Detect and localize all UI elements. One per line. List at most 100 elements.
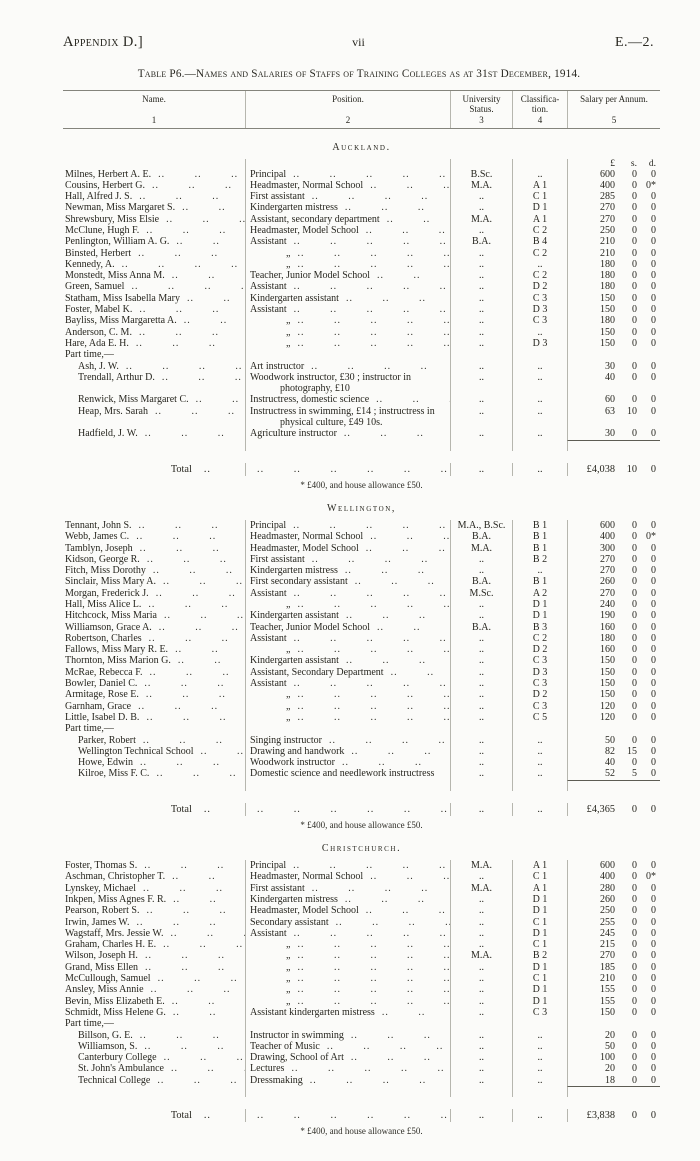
university-status: M.A. — [450, 542, 512, 554]
salary-shillings: 0 — [632, 734, 637, 746]
salary-shillings: 0 — [632, 565, 637, 577]
salary-pounds: 600 — [600, 860, 615, 872]
university-status — [450, 1018, 512, 1030]
position-cell: .. .. .. .. .. .. .. .. .. .. .. .. .. .… — [245, 462, 450, 476]
classification: A 1 — [512, 213, 567, 225]
table-row: McRae, Rebecca F... .. .. .. .. .. .. ..… — [63, 666, 660, 679]
staff-name: Foster, Thomas S. — [65, 860, 138, 872]
salary-pounds: 300 — [600, 542, 615, 554]
name-cell: Shrewsbury, Miss Elsie .. .. .. .. .. .. … — [63, 214, 245, 225]
salary-pence: 0 — [651, 973, 656, 985]
table-row: Kidson, George R... .. .. .. .. .. .. ..… — [63, 553, 660, 566]
name-cell: Irwin, James W. .. .. .. .. .. .. .. .. .… — [63, 917, 245, 928]
total-row: Total .. .. .. .. .. .. .. .. .. .. .. .… — [63, 462, 660, 476]
dot-leader: .. .. .. .. .. .. .. .. .. .. .. .. .. .… — [390, 666, 450, 678]
salary-shillings: 0 — [632, 678, 637, 690]
salary-pence: 0 — [651, 168, 656, 180]
salary-pounds: 63 — [605, 405, 615, 417]
name-cell: Heap, Mrs. Sarah .. .. .. .. .. .. .. .. … — [63, 406, 245, 429]
salary-pounds: 400 — [600, 179, 615, 191]
staff-name: Hadfield, J. W. — [78, 428, 138, 440]
dot-leader: .. .. .. .. .. .. .. .. .. .. .. .. .. .… — [291, 1063, 450, 1075]
salary-pence: 0 — [651, 304, 656, 316]
salary-pence: 0 — [651, 666, 656, 678]
dot-leader: .. .. .. .. .. .. .. .. .. .. .. .. .. .… — [297, 995, 450, 1007]
table-row: Monstedt, Miss Anna M... .. .. .. .. .. … — [63, 270, 660, 282]
dot-leader: .. .. .. .. .. .. .. .. .. .. .. .. .. .… — [376, 621, 450, 633]
column-header-salary: Salary per Annum. 5 — [567, 91, 660, 128]
salary-pence: 0 — [650, 804, 656, 816]
staff-name: Billson, G. E. — [78, 1029, 133, 1041]
university-status: .. — [450, 326, 512, 338]
dot-leader: .. .. .. .. .. .. .. .. .. .. .. .. .. .… — [146, 224, 245, 236]
salary-shillings: 0 — [632, 519, 637, 531]
salary-pounds: 60 — [605, 394, 615, 406]
position-cell: Principal .. .. .. .. .. .. .. .. .. .. .… — [245, 860, 450, 872]
staff-name: Wilson, Joseph H. — [65, 950, 138, 962]
position-cell: „ .. .. .. .. .. .. .. .. .. .. .. .. .. … — [245, 337, 450, 350]
salary-shillings: 0 — [632, 168, 637, 180]
salary-shillings — [615, 1087, 637, 1097]
salary-shillings — [615, 781, 637, 791]
classification: D 1 — [512, 961, 567, 974]
university-status: .. — [450, 905, 512, 917]
salary-pence: 0 — [651, 224, 656, 236]
staff-position: Assistant — [250, 587, 287, 599]
dot-leader: .. .. .. .. .. .. .. .. .. .. .. .. .. .… — [297, 689, 450, 701]
staff-name: Trendall, Arthur D. — [78, 371, 155, 383]
university-status: .. — [450, 655, 512, 667]
table-row: Hadfield, J. W... .. .. .. .. .. .. .. .… — [63, 428, 660, 440]
college-section: Christchurch. Foster, Thomas S... .. .. … — [63, 843, 660, 1136]
dot-leader: .. .. .. .. .. .. .. .. .. .. .. .. .. .… — [344, 565, 450, 577]
salary-pence: 0 — [651, 621, 656, 633]
staff-position: First assistant — [250, 553, 305, 565]
staff-name: Kilroe, Miss F. C. — [78, 768, 150, 780]
column-number: 1 — [151, 115, 157, 125]
university-status — [450, 1085, 512, 1098]
staff-name: Canterbury College — [78, 1052, 157, 1064]
table-row: Ansley, Miss Annie.. .. .. .. .. .. .. .… — [63, 984, 660, 996]
salary-pounds — [568, 441, 615, 451]
staff-name: Heap, Mrs. Sarah — [78, 405, 148, 417]
dot-leader: .. .. .. .. .. .. .. .. .. .. .. .. .. .… — [297, 258, 450, 270]
staff-position: Assistant, Secondary Department — [250, 666, 384, 678]
classification: B 1 — [512, 542, 567, 554]
classification: .. — [512, 768, 567, 780]
dot-leader: .. .. .. .. .. .. .. .. .. .. .. .. .. .… — [311, 360, 450, 372]
staff-position: Headmaster, Model School — [250, 542, 359, 554]
table-row: Cousins, Herbert G. .. .. .. .. .. .. .. … — [63, 179, 660, 192]
staff-position: Principal — [250, 860, 287, 872]
salary-pounds: 150 — [600, 292, 615, 304]
university-status: .. — [450, 191, 512, 203]
classification: .. — [512, 1063, 567, 1075]
total-row: Total .. .. .. .. .. .. .. .. .. .. .. .… — [63, 803, 660, 817]
salary-shillings: 0 — [632, 270, 637, 282]
name-cell: McRae, Rebecca F. .. .. .. .. .. .. .. ..… — [63, 667, 245, 678]
salary-pence: 0 — [651, 916, 656, 928]
dot-leader: .. .. .. .. .. .. .. .. .. .. .. .. .. .… — [138, 247, 245, 259]
table-row: Anderson, C. M... .. .. .. .. .. .. .. .… — [63, 326, 660, 338]
university-status: .. — [450, 565, 512, 577]
name-cell: Inkpen, Miss Agnes F. R. .. .. .. .. .. .… — [63, 894, 245, 905]
classification: D 2 — [512, 644, 567, 656]
dot-leader: .. .. .. .. .. .. .. .. .. .. .. .. .. .… — [145, 961, 245, 973]
dot-leader: .. .. .. .. .. .. .. .. .. .. .. .. .. .… — [297, 950, 450, 962]
salary-pence: 0 — [651, 213, 656, 225]
salary-pounds: 150 — [600, 666, 615, 678]
position-cell: First secondary assistant .. .. .. .. .. … — [245, 576, 450, 588]
dot-leader: .. .. .. .. .. .. .. .. .. .. .. .. .. .… — [139, 191, 245, 203]
dot-leader: .. .. .. .. .. .. .. .. .. .. .. .. .. .… — [163, 939, 245, 951]
position-cell: Headmaster, Normal School .. .. .. .. .. … — [245, 179, 450, 192]
section-body: Foster, Thomas S... .. .. .. .. .. .. ..… — [63, 860, 660, 1123]
dot-leader: .. .. .. .. .. .. .. .. .. .. .. .. .. .… — [150, 984, 245, 996]
university-status: M.A. — [450, 860, 512, 872]
classification — [512, 439, 567, 451]
table-row: Ash, J. W... .. .. .. .. .. .. .. .. .. … — [63, 360, 660, 372]
university-status: .. — [450, 745, 512, 758]
position-cell: „ .. .. .. .. .. .. .. .. .. .. .. .. .. … — [245, 939, 450, 951]
salary-shillings: 15 — [627, 745, 637, 757]
university-status: .. — [450, 757, 512, 769]
university-status: .. — [450, 371, 512, 395]
staff-name: Pearson, Robert S. — [65, 905, 140, 917]
name-cell: Fallows, Miss Mary R. E. .. .. .. .. .. .… — [63, 644, 245, 655]
